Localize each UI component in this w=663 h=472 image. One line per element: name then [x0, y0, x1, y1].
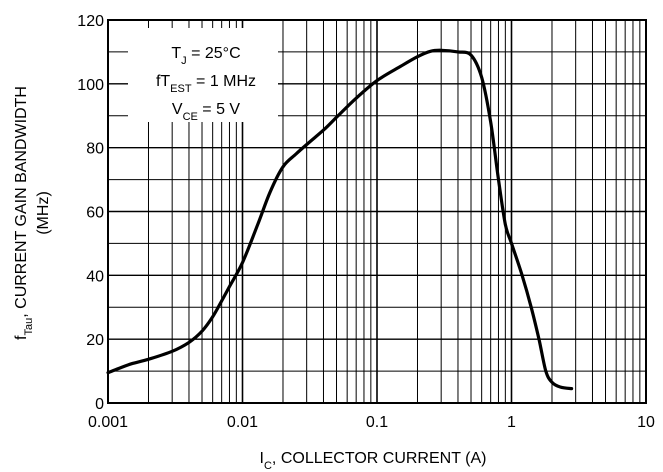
y-tick-label: 120: [77, 13, 104, 30]
y-axis-title: fTau, CURRENT GAIN BANDWIDTH: [13, 86, 35, 340]
series-line-0: [106, 48, 574, 391]
y-tick-label: 20: [86, 332, 104, 349]
annotation-line-vce: VCE = 5 V: [172, 101, 241, 123]
y-tick-label: 60: [86, 205, 104, 222]
y-tick-label: 80: [86, 141, 104, 158]
x-tick-label: 0.001: [88, 414, 128, 431]
annotation-line-tj: TJ = 25°C: [171, 45, 240, 67]
x-tick-label: 0.01: [227, 414, 258, 431]
y-tick-label: 100: [77, 77, 104, 94]
y-axis-title-unit: (MHz): [35, 191, 52, 235]
y-tick-label: 0: [95, 396, 104, 413]
x-tick-label: 10: [637, 414, 655, 431]
series-group: [106, 48, 574, 391]
y-tick-label: 40: [86, 268, 104, 285]
x-axis-title: IC, COLLECTOR CURRENT (A): [260, 450, 487, 472]
plot-frame: [107, 19, 647, 404]
x-tick-label: 0.1: [366, 414, 388, 431]
x-tick-label: 1: [507, 414, 516, 431]
annotation-line-ftest: fTEST = 1 MHz: [156, 73, 256, 95]
annotation-background: [128, 28, 278, 122]
conditions-annotation: TJ = 25°C fTEST = 1 MHz VCE = 5 V: [128, 28, 278, 123]
